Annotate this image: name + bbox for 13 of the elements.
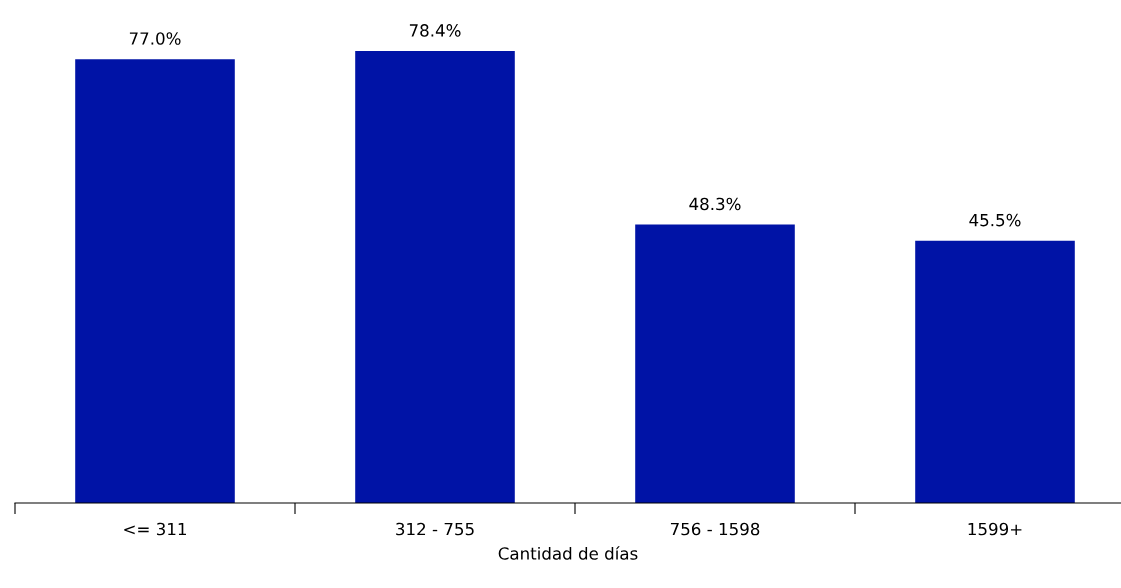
bar bbox=[355, 51, 515, 503]
x-tick-label: 1599+ bbox=[968, 522, 1022, 536]
data-label: 45.5% bbox=[969, 213, 1021, 227]
data-label: 48.3% bbox=[689, 197, 741, 211]
x-axis-title: Cantidad de días bbox=[498, 546, 638, 560]
x-tick-label: 756 - 1598 bbox=[670, 522, 760, 536]
bar bbox=[915, 240, 1075, 503]
x-tick-label: <= 311 bbox=[124, 522, 186, 536]
x-tick-label: 312 - 755 bbox=[396, 522, 474, 536]
data-label: 77.0% bbox=[129, 32, 181, 45]
bar bbox=[75, 59, 235, 503]
bar bbox=[635, 224, 795, 503]
data-label: 78.4% bbox=[409, 24, 461, 37]
